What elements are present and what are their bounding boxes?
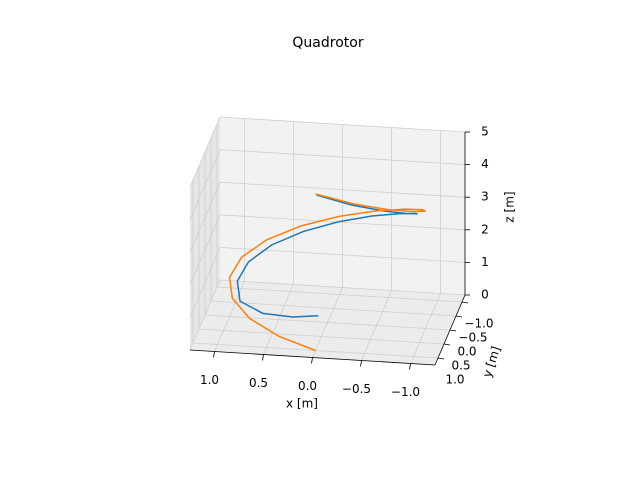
y-tick-label: 0.0 [457,345,476,359]
grid-line [189,182,221,253]
tick-mark [409,363,411,370]
y-tick-label: 0.5 [451,359,470,373]
trajectory-line [236,194,418,318]
grid-line [216,286,463,303]
z-tick-label: 2 [481,222,489,236]
grid-line [219,149,466,165]
y-tick-label: −0.5 [458,331,487,345]
tick-mark [262,354,264,361]
trajectory-line [228,193,426,352]
z-tick-label: 0 [481,288,489,302]
z-tick-label: 1 [481,255,489,269]
y-tick-label: 1.0 [445,373,464,387]
y-axis-line [434,294,466,366]
grid-line [189,279,221,351]
z-tick-label: 3 [481,190,489,204]
grid-line [219,247,466,263]
tick-mark [455,315,463,318]
grid-line [219,279,466,296]
tick-mark [443,343,451,346]
tick-mark [449,329,457,332]
grid-line [219,181,466,198]
tick-mark [213,351,215,358]
grid-line [219,214,466,231]
z-tick-label: 4 [481,157,489,171]
y-axis-label: y [m] [480,344,503,379]
x-tick-label: −1.0 [391,385,420,399]
chart-title: Quadrotor [292,35,363,51]
tick-mark [461,301,469,304]
tick-mark [360,360,362,367]
x-tick-label: −0.5 [342,382,371,396]
tick-mark [311,357,313,364]
z-tick-label: 5 [481,125,489,139]
grid-line [210,300,457,317]
grid-line [189,149,221,220]
y-tick-label: −1.0 [464,317,493,331]
grid-line [189,214,221,285]
x-axis-line [189,349,436,366]
grid-line [189,247,221,318]
z-axis-label: z [m] [503,191,517,222]
x-tick-label: 0.5 [249,376,268,390]
x-axis-label: x [m] [286,397,318,411]
grid-line [189,116,221,188]
tick-mark [437,357,445,360]
x-tick-label: 0.0 [298,379,317,393]
grid-line [219,116,466,133]
x-tick-label: 1.0 [200,373,219,387]
grid-line [198,328,445,345]
grid-line [204,314,451,331]
